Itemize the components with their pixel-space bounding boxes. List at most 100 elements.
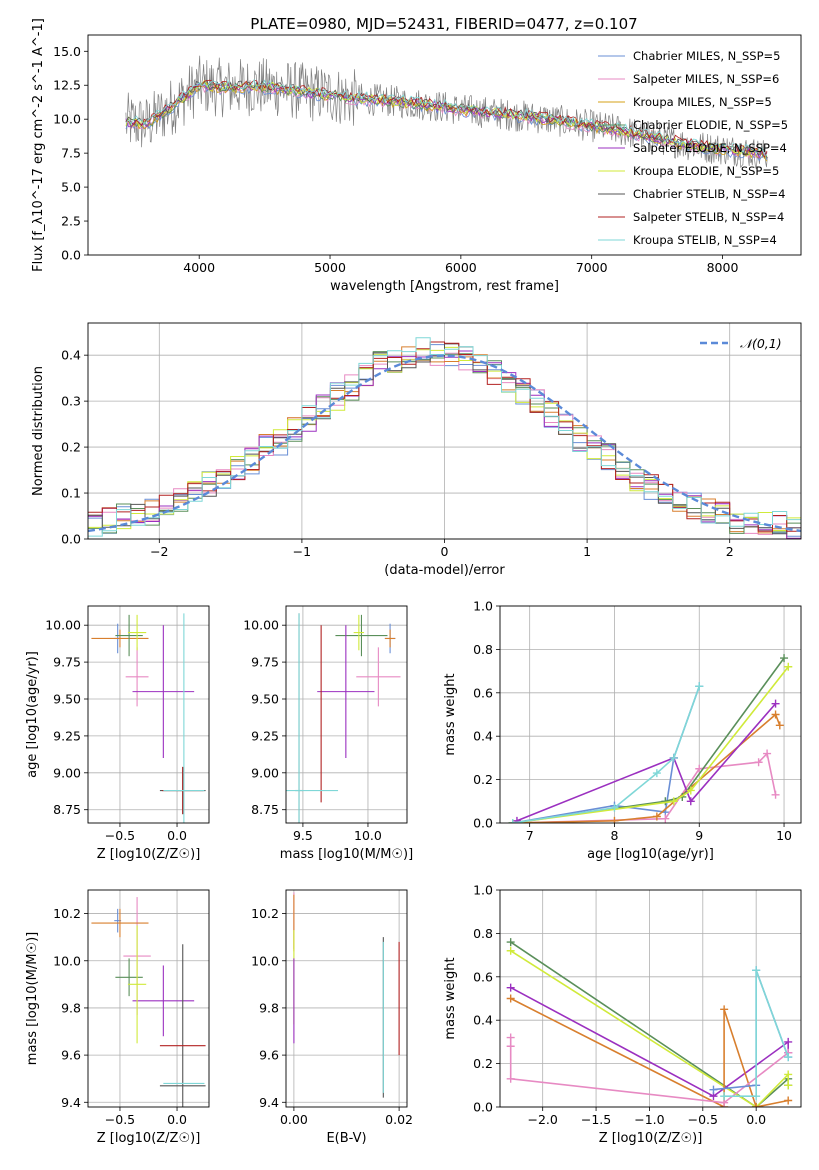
legend-label: Salpeter MILES, N_SSP=6 xyxy=(633,72,779,86)
panel-spectrum: 4000 5000 6000 7000 8000 0.0 2.5 5.0 7.5 10.0 12.5… xyxy=(31,18,802,294)
x-tick-label: 10.0 xyxy=(354,828,382,843)
weight-marker xyxy=(720,1005,729,1014)
weight-marker xyxy=(780,654,789,663)
weight-marker xyxy=(669,797,678,806)
legend-label: 𝒩(0,1) xyxy=(740,336,782,351)
weight-series-line xyxy=(512,751,777,823)
panel-weight-vs-Z: −2.0 −1.5 −1.0 −0.5 0.0 0.0 0.2 0.4 0.6 0.8 1.0 Z [… xyxy=(443,883,802,1146)
weight-series-line xyxy=(512,686,701,823)
legend-label: Chabrier ELODIE, N_SSP=5 xyxy=(633,118,788,132)
x-tick-label: 7000 xyxy=(576,260,608,275)
y-tick-label: 15.0 xyxy=(53,44,81,59)
y-tick-label: 9.50 xyxy=(53,692,81,707)
legend-label: Kroupa MILES, N_SSP=5 xyxy=(633,95,772,109)
y-tick-label: 9.75 xyxy=(251,655,279,670)
weight-marker xyxy=(784,1053,793,1062)
x-tick-label: 4000 xyxy=(183,260,215,275)
errorbar-point xyxy=(125,647,149,707)
y-axis-label: Flux [f_λ10^-17 erg cm^-2 s^-1 A^-1] xyxy=(31,18,46,272)
y-tick-label: 0.2 xyxy=(473,1056,493,1071)
legend: Chabrier MILES, N_SSP=5 Salpeter MILES, N… xyxy=(598,49,788,247)
panel-mass-vs-Z: −0.5 0.0 9.4 9.6 9.8 10.0 10.2 Z [log10(Z/Z☉)] m… xyxy=(25,889,210,1146)
y-tick-label: 0.6 xyxy=(473,685,493,700)
y-tick-label: 10.2 xyxy=(53,906,81,921)
y-axis-label: mass [log10(M/M☉)] xyxy=(25,932,40,1065)
x-tick-label: −0.5 xyxy=(105,1112,135,1127)
y-tick-label: 7.5 xyxy=(61,146,81,161)
weight-marker xyxy=(652,769,661,778)
axes-frame xyxy=(87,322,802,540)
x-tick-label: 8000 xyxy=(707,260,739,275)
errorbar-point xyxy=(91,629,149,648)
weight-marker xyxy=(771,710,780,719)
x-tick-label: −1.5 xyxy=(581,1112,611,1127)
model-spectrum-line xyxy=(125,79,768,159)
y-tick-label: 9.00 xyxy=(251,765,279,780)
model-spectrum-line xyxy=(125,79,768,159)
weight-marker xyxy=(784,662,793,671)
figure-title: PLATE=0980, MJD=52431, FIBERID=0477, z=0… xyxy=(250,15,637,33)
errorbar-point xyxy=(335,614,388,657)
y-tick-label: 9.8 xyxy=(61,1000,81,1015)
weight-marker xyxy=(784,1070,793,1079)
plot-area xyxy=(506,938,793,1107)
weight-marker xyxy=(506,946,515,955)
weight-marker xyxy=(506,1033,515,1042)
x-tick-label: −1 xyxy=(293,544,311,559)
y-tick-label: 9.4 xyxy=(61,1095,81,1110)
y-tick-label: 10.2 xyxy=(251,906,279,921)
y-tick-label: 9.8 xyxy=(259,1000,279,1015)
weight-series-line xyxy=(724,970,789,1097)
x-tick-label: 6000 xyxy=(445,260,477,275)
y-axis-label: age [log10(age/yr)] xyxy=(25,651,40,778)
gaussian-reference-curve xyxy=(88,354,801,533)
weight-marker xyxy=(752,1092,761,1101)
y-tick-label: 0.8 xyxy=(473,642,493,657)
plot-area xyxy=(88,337,801,539)
weight-marker xyxy=(610,803,619,812)
legend-label: Kroupa STELIB, N_SSP=4 xyxy=(633,233,777,247)
x-tick-label: 0.02 xyxy=(385,1112,413,1127)
axes-frame xyxy=(285,889,408,1108)
errorbar-point xyxy=(356,647,401,707)
x-axis-label: mass [log10(M/M☉)] xyxy=(280,847,413,862)
panel-age-vs-Z: −0.5 0.0 8.75 9.00 9.25 9.50 9.75 10.00 Z [log10… xyxy=(25,605,210,862)
weight-series-line xyxy=(510,950,789,1107)
x-axis-label: wavelength [Angstrom, rest frame] xyxy=(330,279,559,294)
weight-marker xyxy=(752,1103,761,1107)
errorbar-point xyxy=(115,614,143,657)
x-tick-label: 1 xyxy=(583,544,591,559)
weight-marker xyxy=(506,983,515,992)
y-tick-label: 2.5 xyxy=(61,214,81,229)
weight-series-line xyxy=(516,703,777,822)
y-tick-label: 9.4 xyxy=(259,1095,279,1110)
weight-marker xyxy=(771,699,780,708)
errorbar-point xyxy=(132,965,195,1037)
y-axis-label: Normed distribution xyxy=(31,366,46,496)
axes-frame xyxy=(499,889,802,1108)
y-tick-label: 10.0 xyxy=(53,112,81,127)
weight-marker xyxy=(652,812,661,821)
panel-residuals: −2 −1 0 1 2 0.0 0.1 0.2 0.3 0.4 (data-model)/error… xyxy=(31,322,802,578)
y-tick-label: 0.6 xyxy=(473,969,493,984)
x-tick-label: −2 xyxy=(150,544,168,559)
y-tick-label: 0.2 xyxy=(61,440,81,455)
y-tick-label: 10.00 xyxy=(45,618,81,633)
y-tick-label: 9.6 xyxy=(259,1048,279,1063)
y-tick-label: 9.25 xyxy=(53,728,81,743)
plot-area xyxy=(91,613,206,823)
weight-marker xyxy=(784,1037,793,1046)
weight-marker xyxy=(686,797,695,806)
y-tick-label: 0.4 xyxy=(61,348,81,363)
errorbar-point xyxy=(286,613,339,823)
x-axis-label: E(B-V) xyxy=(326,1131,366,1146)
errorbar-point xyxy=(159,944,206,1107)
x-tick-label: −0.5 xyxy=(105,828,135,843)
weight-marker xyxy=(752,966,761,975)
y-tick-label: 8.75 xyxy=(53,802,81,817)
weight-marker xyxy=(720,1092,729,1101)
legend-label: Chabrier MILES, N_SSP=5 xyxy=(633,49,780,63)
axes-frame xyxy=(87,34,802,256)
panel-weight-vs-age: 7 8 9 10 0.0 0.2 0.4 0.6 0.8 1.0 age [log10(age/yr… xyxy=(443,599,802,862)
x-tick-label: −1.0 xyxy=(634,1112,664,1127)
